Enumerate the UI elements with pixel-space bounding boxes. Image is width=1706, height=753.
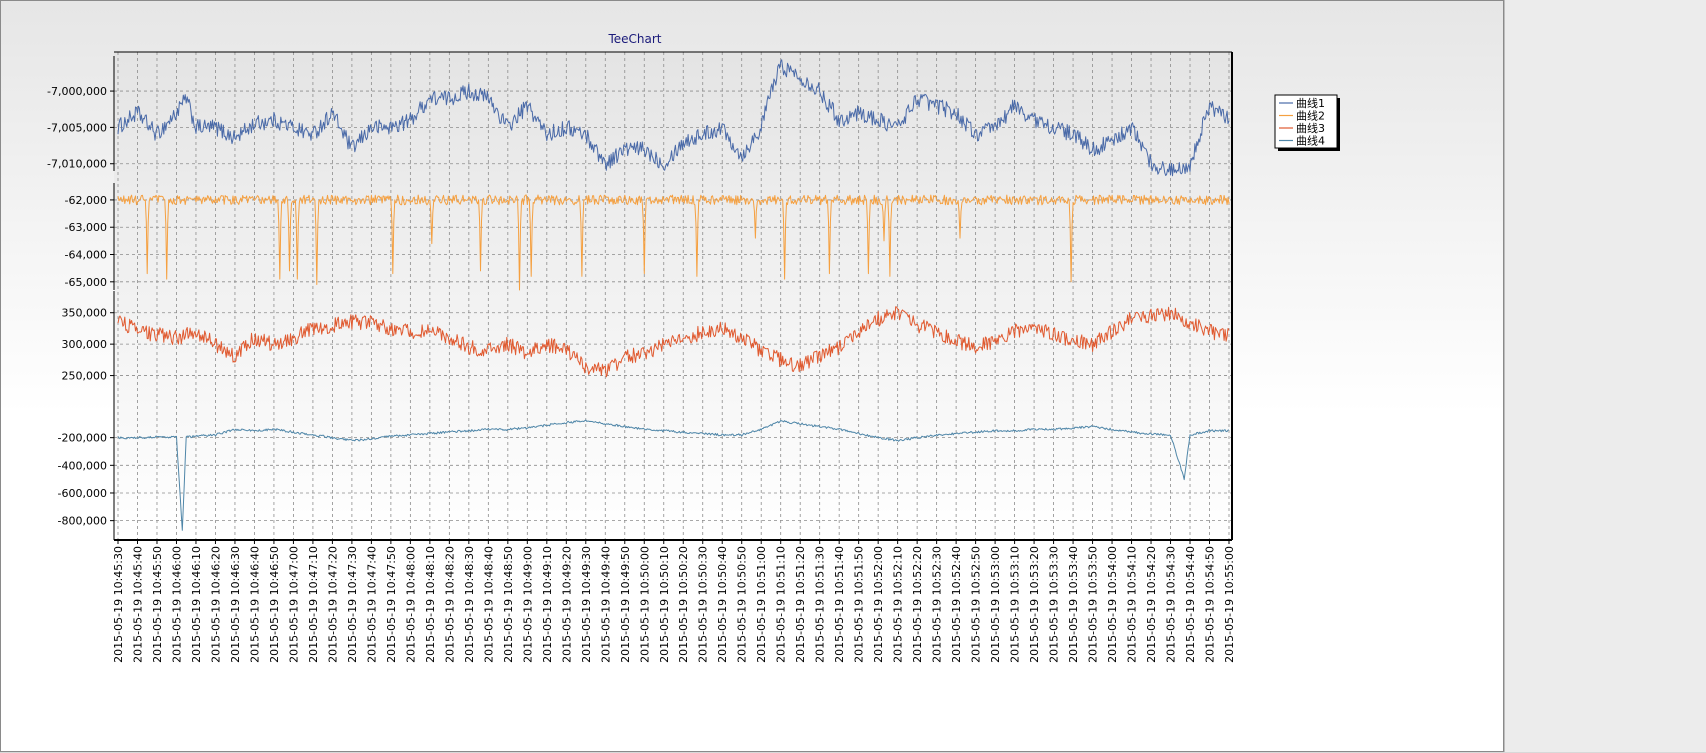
- x-tick-label: 2015-05-19 10:47:10: [307, 546, 320, 663]
- x-tick-label: 2015-05-19 10:50:10: [658, 546, 671, 663]
- x-tick-label: 2015-05-19 10:53:10: [1009, 546, 1022, 663]
- x-tick-label: 2015-05-19 10:55:00: [1223, 546, 1236, 663]
- x-tick-label: 2015-05-19 10:49:10: [541, 546, 554, 663]
- x-tick-label: 2015-05-19 10:51:10: [775, 546, 788, 663]
- chart-svg[interactable]: TeeChart 2015-05-19 10:45:30 2015-05-19 1…: [1, 1, 1505, 753]
- y-tick-label: -600,000: [58, 487, 107, 500]
- series-line-1[interactable]: [117, 59, 1230, 177]
- y-tick-label: -62,000: [65, 194, 107, 207]
- x-tick-label: 2015-05-19 10:52:40: [950, 546, 963, 663]
- x-tick-label: 2015-05-19 10:51:30: [814, 546, 827, 663]
- x-tick-label: 2015-05-19 10:49:30: [580, 546, 593, 663]
- x-tick-label: 2015-05-19 10:50:00: [638, 546, 651, 663]
- x-tick-label: 2015-05-19 10:49:20: [560, 546, 573, 663]
- x-tick-label: 2015-05-19 10:54:40: [1184, 546, 1197, 663]
- legend-label-4[interactable]: 曲线4: [1296, 134, 1325, 148]
- x-tick-label: 2015-05-19 10:53:50: [1087, 546, 1100, 663]
- chart-title: TeeChart: [607, 32, 661, 46]
- x-tick-label: 2015-05-19 10:47:40: [365, 546, 378, 663]
- x-tick-label: 2015-05-19 10:51:00: [755, 546, 768, 663]
- series-line-2[interactable]: [117, 194, 1230, 291]
- x-tick-label: 2015-05-19 10:52:20: [911, 546, 924, 663]
- x-tick-label: 2015-05-19 10:45:40: [131, 546, 144, 663]
- series-layer: [117, 59, 1230, 531]
- y-tick-label: -800,000: [58, 515, 107, 528]
- x-tick-label: 2015-05-19 10:54:10: [1126, 546, 1139, 663]
- x-tick-label: 2015-05-19 10:46:50: [268, 546, 281, 663]
- x-tick-label: 2015-05-19 10:52:30: [931, 546, 944, 663]
- x-tick-label: 2015-05-19 10:51:40: [833, 546, 846, 663]
- legend-label-2[interactable]: 曲线2: [1296, 109, 1325, 123]
- x-tick-label: 2015-05-19 10:48:40: [482, 546, 495, 663]
- y-tick-label: -7,000,000: [47, 85, 107, 98]
- y-tick-label: 250,000: [62, 370, 108, 383]
- x-tick-label: 2015-05-19 10:50:20: [677, 546, 690, 663]
- y-tick-label: -63,000: [65, 221, 107, 234]
- y-tick-label: -64,000: [65, 249, 107, 262]
- x-tick-label: 2015-05-19 10:48:50: [502, 546, 515, 663]
- x-tick-label: 2015-05-19 10:48:20: [443, 546, 456, 663]
- x-tick-label: 2015-05-19 10:45:30: [112, 546, 125, 663]
- x-tick-label: 2015-05-19 10:50:50: [736, 546, 749, 663]
- x-tick-label: 2015-05-19 10:50:30: [697, 546, 710, 663]
- x-tick-label: 2015-05-19 10:54:50: [1204, 546, 1217, 663]
- x-tick-label: 2015-05-19 10:53:40: [1067, 546, 1080, 663]
- x-tick-label: 2015-05-19 10:53:00: [989, 546, 1002, 663]
- axis-layer: 2015-05-19 10:45:30 2015-05-19 10:45:40 20…: [47, 51, 1236, 663]
- y-tick-label: -65,000: [65, 276, 107, 289]
- x-tick-label: 2015-05-19 10:52:50: [970, 546, 983, 663]
- x-tick-label: 2015-05-19 10:46:40: [248, 546, 261, 663]
- x-tick-label: 2015-05-19 10:54:00: [1106, 546, 1119, 663]
- right-panel: [1504, 0, 1706, 752]
- x-tick-label: 2015-05-19 10:46:20: [209, 546, 222, 663]
- x-tick-label: 2015-05-19 10:52:10: [892, 546, 905, 663]
- x-tick-label: 2015-05-19 10:47:50: [385, 546, 398, 663]
- legend-label-1[interactable]: 曲线1: [1296, 96, 1325, 110]
- y-tick-label: -7,010,000: [47, 158, 107, 171]
- y-tick-label: 300,000: [62, 338, 108, 351]
- x-tick-label: 2015-05-19 10:46:10: [190, 546, 203, 663]
- x-tick-label: 2015-05-19 10:47:30: [346, 546, 359, 663]
- x-tick-label: 2015-05-19 10:47:00: [287, 546, 300, 663]
- x-tick-label: 2015-05-19 10:53:20: [1028, 546, 1041, 663]
- y-tick-label: 350,000: [62, 307, 108, 320]
- y-tick-label: -200,000: [58, 432, 107, 445]
- y-tick-label: -400,000: [58, 459, 107, 472]
- series-line-4[interactable]: [117, 419, 1230, 531]
- x-tick-label: 2015-05-19 10:51:20: [794, 546, 807, 663]
- x-tick-label: 2015-05-19 10:47:20: [326, 546, 339, 663]
- x-tick-label: 2015-05-19 10:54:30: [1165, 546, 1178, 663]
- x-tick-label: 2015-05-19 10:48:30: [463, 546, 476, 663]
- x-tick-label: 2015-05-19 10:53:30: [1048, 546, 1061, 663]
- grid-layer: [114, 52, 1232, 540]
- x-tick-label: 2015-05-19 10:45:50: [151, 546, 164, 663]
- x-tick-label: 2015-05-19 10:51:50: [853, 546, 866, 663]
- x-tick-label: 2015-05-19 10:48:00: [404, 546, 417, 663]
- x-tick-label: 2015-05-19 10:49:40: [599, 546, 612, 663]
- x-tick-label: 2015-05-19 10:52:00: [872, 546, 885, 663]
- legend-label-3[interactable]: 曲线3: [1296, 121, 1325, 135]
- x-tick-label: 2015-05-19 10:46:00: [170, 546, 183, 663]
- plot-background: [114, 52, 1232, 540]
- x-tick-label: 2015-05-19 10:46:30: [229, 546, 242, 663]
- x-tick-label: 2015-05-19 10:50:40: [716, 546, 729, 663]
- x-tick-label: 2015-05-19 10:48:10: [424, 546, 437, 663]
- x-tick-label: 2015-05-19 10:49:00: [521, 546, 534, 663]
- legend-box: [1274, 94, 1338, 149]
- x-tick-label: 2015-05-19 10:54:20: [1145, 546, 1158, 663]
- series-line-3[interactable]: [117, 306, 1230, 378]
- x-tick-label: 2015-05-19 10:49:50: [619, 546, 632, 663]
- chart-panel: TeeChart 2015-05-19 10:45:30 2015-05-19 1…: [0, 0, 1504, 752]
- y-tick-label: -7,005,000: [47, 121, 107, 134]
